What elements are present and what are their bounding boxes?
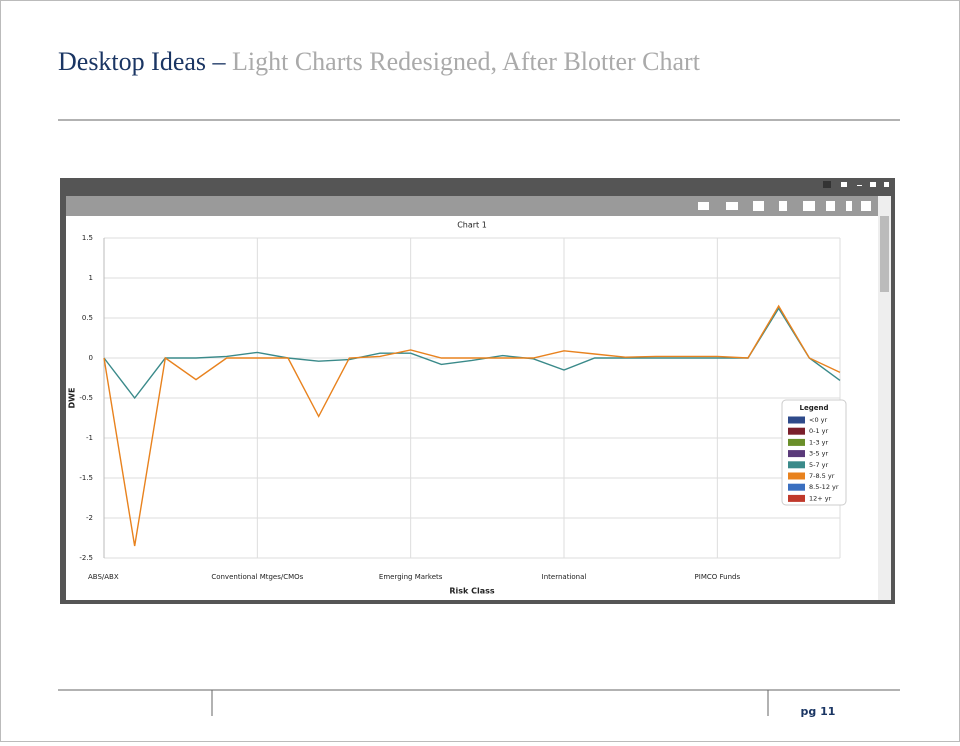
icon[interactable] [861,201,871,211]
legend-swatch [788,494,805,502]
series-line [103,304,841,547]
icon[interactable] [846,201,852,211]
toolbar [66,196,878,216]
x-tick-label: Emerging Markets [379,573,443,581]
slide-title: Desktop Ideas – Light Charts Redesigned,… [58,47,701,76]
window-button[interactable] [870,182,876,187]
scrollbar[interactable] [878,196,891,600]
scroll-thumb[interactable] [880,216,889,292]
x-axis-label: Risk Class [449,587,495,596]
legend-swatch [788,427,805,435]
legend-title: Legend [800,404,829,412]
x-tick-label: Conventional Mtges/CMOs [211,573,303,581]
y-tick-label: 1 [89,274,93,282]
chart-title: Chart 1 [457,221,487,230]
chart-area [66,216,878,600]
window-button[interactable] [841,182,847,187]
page-number: pg 11 [801,705,836,718]
y-tick-label: -1.5 [79,474,93,482]
legend-label: <0 yr [809,416,827,424]
icon[interactable] [779,201,787,211]
y-tick-label: -2 [86,514,93,522]
window-button[interactable] [884,182,889,187]
y-tick-label: 1.5 [82,234,93,242]
x-tick-label: PIMCO Funds [695,573,741,581]
icon[interactable] [726,202,738,210]
icon[interactable] [803,201,815,211]
legend-swatch [788,483,805,491]
icon[interactable] [826,201,835,211]
legend-label: 7-8.5 yr [809,472,835,480]
legend-label: 0-1 yr [809,427,829,435]
legend-label: 8.5-12 yr [809,483,839,491]
legend-swatch [788,461,805,469]
window-button[interactable] [857,185,862,186]
title-subtitle: Light Charts Redesigned, After Blotter C… [232,47,701,76]
x-tick-label: ABS/ABX [88,573,119,581]
x-tick-label: International [542,573,587,581]
legend-label: 12+ yr [809,494,832,502]
legend: Legend <0 yr 0-1 yr 1-3 yr 3-5 yr 5-7 yr 7-8.5… [781,399,847,506]
legend-swatch [788,472,805,480]
y-axis-label: DWE [68,388,77,409]
series-line [103,307,841,400]
icon[interactable] [698,202,709,210]
y-tick-label: 0.5 [82,314,93,322]
y-tick-label: -0.5 [79,394,93,402]
legend-label: 3-5 yr [809,450,829,458]
y-tick-label: -1 [86,434,93,442]
legend-label: 1-3 yr [809,438,829,446]
legend-swatch [788,438,805,446]
window-button[interactable] [823,181,831,188]
y-tick-label: -2.5 [79,554,93,562]
title-separator: – [212,47,227,76]
icon[interactable] [753,201,764,211]
legend-swatch [788,416,805,424]
legend-swatch [788,450,805,458]
toolbar-icons [698,181,889,211]
legend-label: 5-7 yr [809,461,829,469]
title-main: Desktop Ideas [58,47,206,76]
y-tick-label: 0 [89,354,93,362]
